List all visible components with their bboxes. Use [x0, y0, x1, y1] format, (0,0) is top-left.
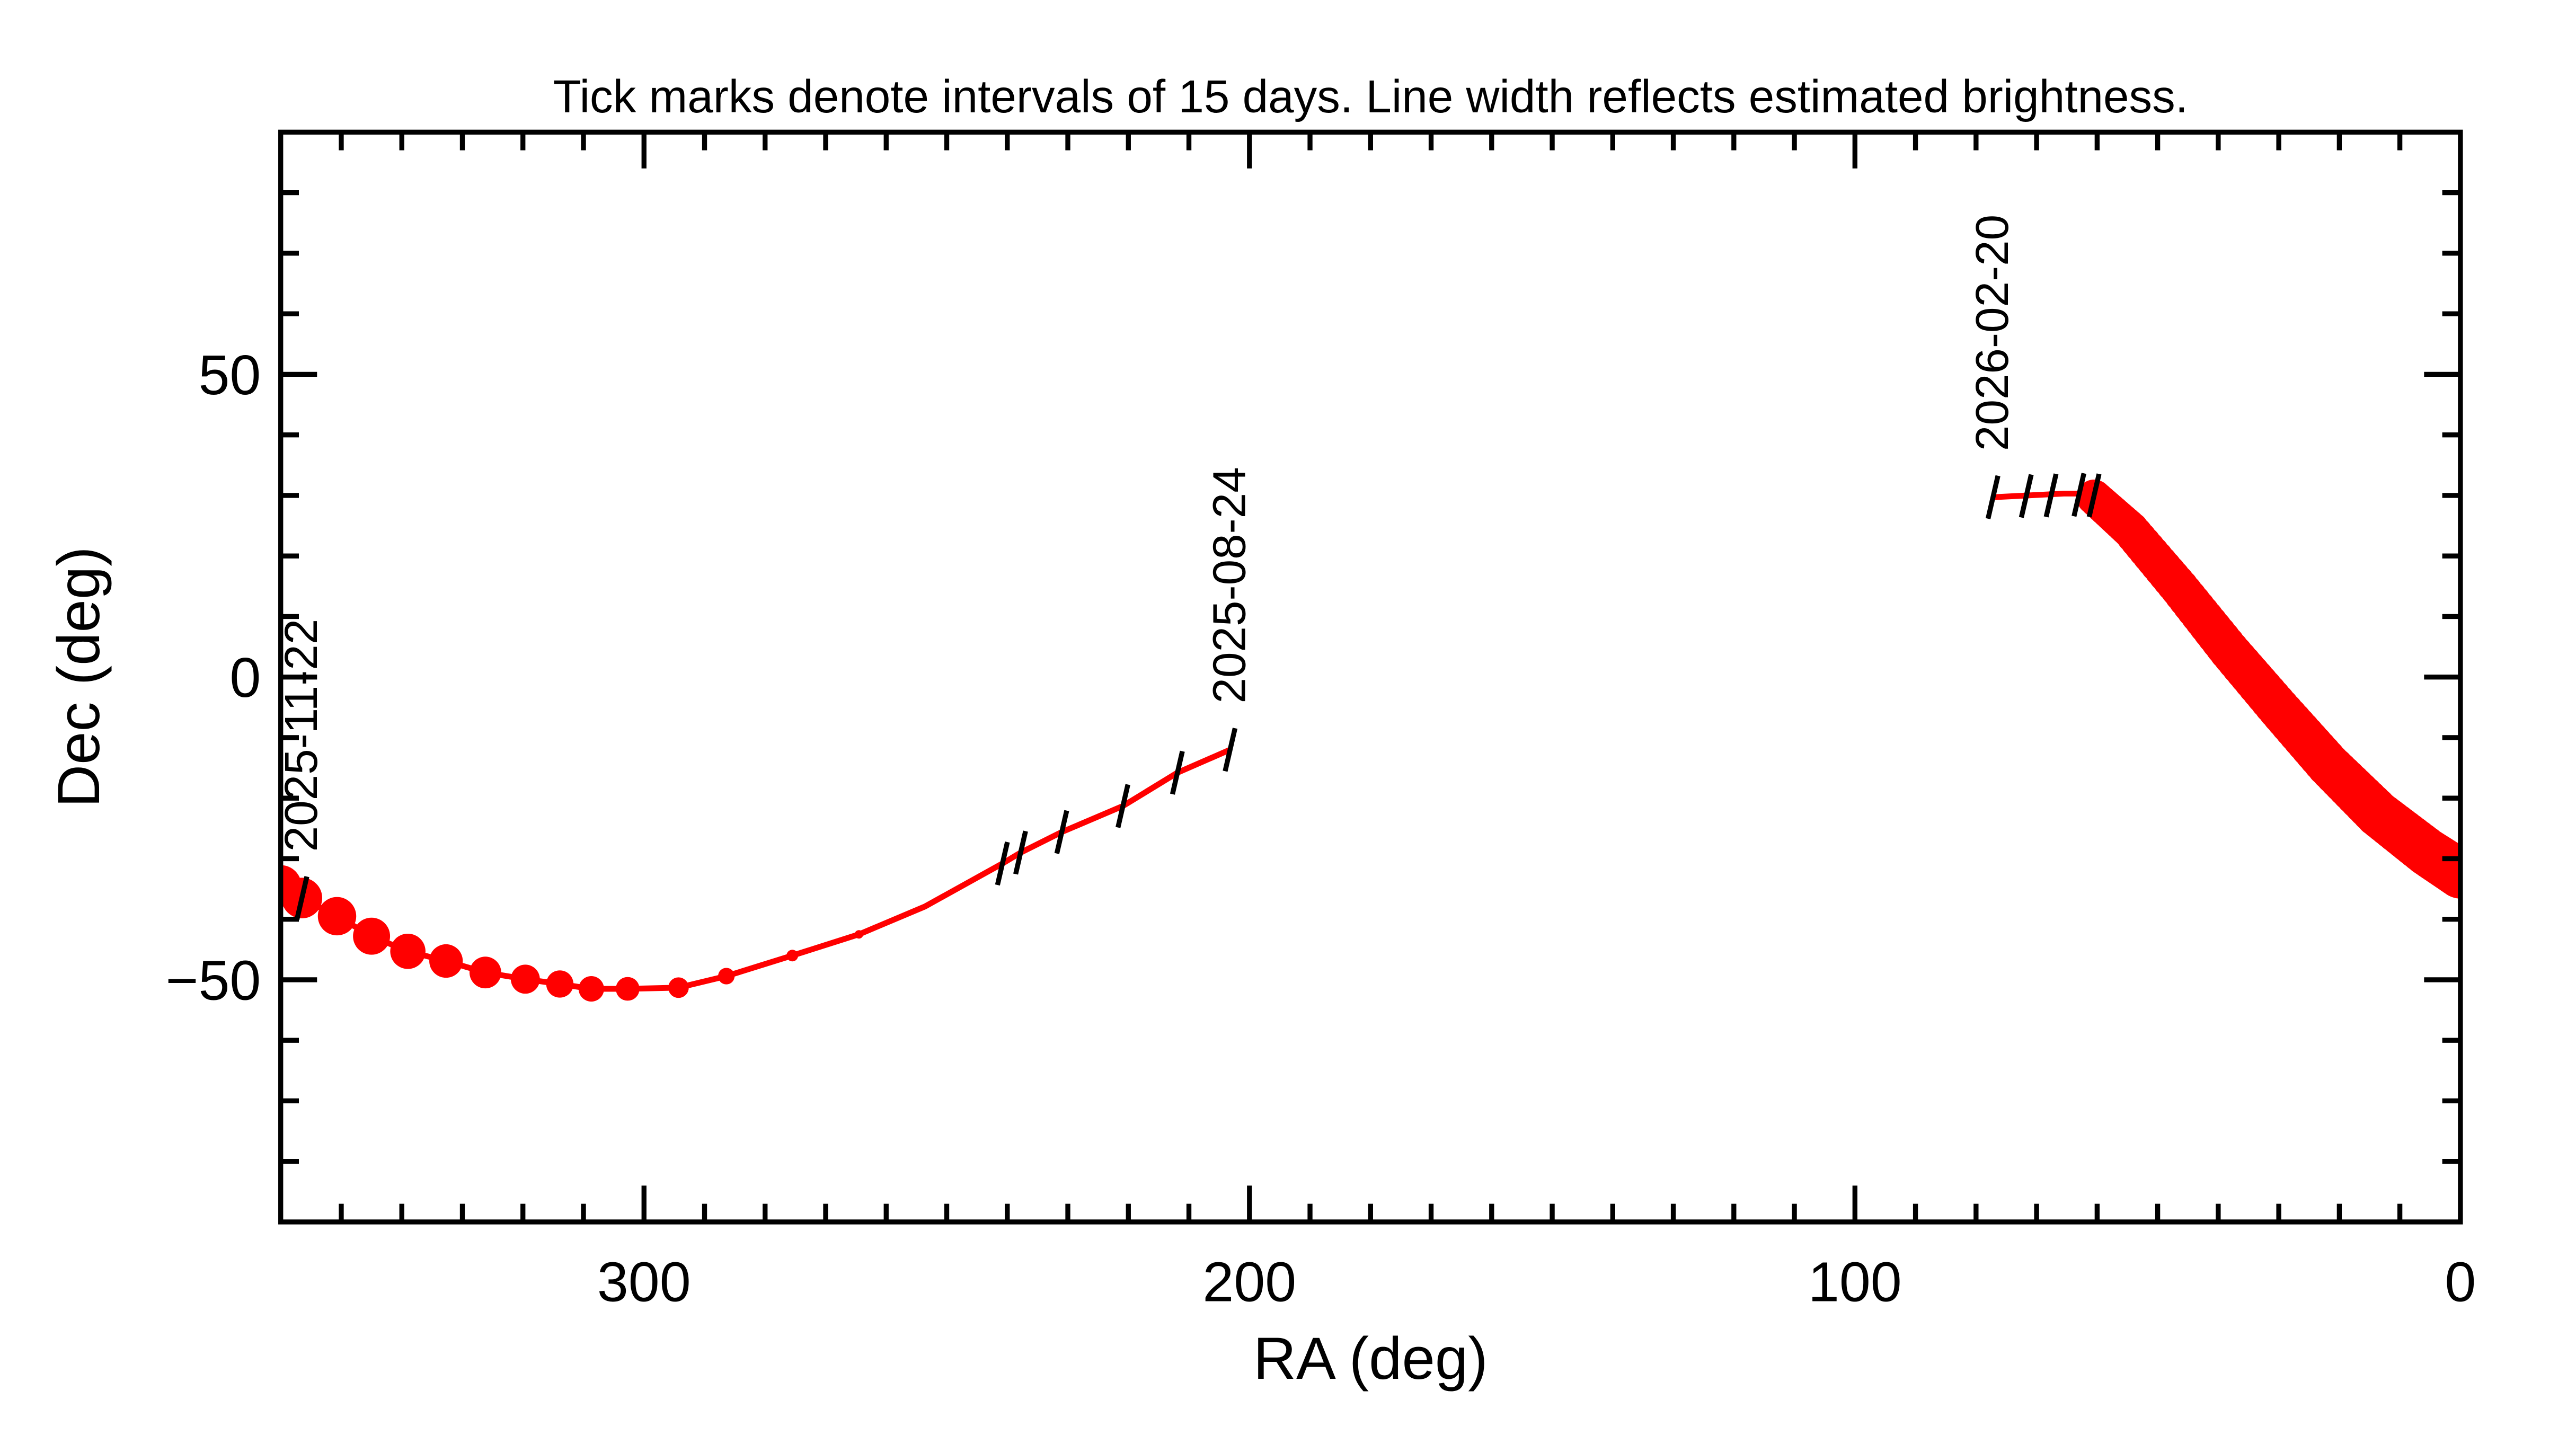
y-tick-label: 50: [198, 344, 261, 406]
x-tick-label: 300: [597, 1251, 691, 1314]
brightness-marker: [317, 897, 357, 936]
date-tick: [1013, 830, 1028, 875]
track-line: [280, 747, 1232, 992]
date-tick: [2043, 473, 2059, 518]
brightness-marker: [668, 977, 689, 998]
x-tick-label: 0: [2445, 1251, 2476, 1314]
date-tick: [1223, 728, 1238, 772]
brightness-marker: [280, 865, 302, 907]
date-tick: [2072, 473, 2086, 517]
date-tick: [1985, 475, 2000, 519]
date-tick: [1170, 750, 1185, 795]
brightness-marker: [429, 944, 463, 978]
date-tick: [2019, 474, 2034, 518]
brightness-marker: [786, 950, 799, 962]
y-tick-label: −50: [166, 949, 261, 1012]
track-layer: [280, 480, 2460, 1002]
date-tick-layer: [294, 473, 2102, 920]
date-label: 2025-08-24: [1203, 467, 1255, 703]
x-tick-label: 100: [1808, 1251, 1902, 1314]
y-tick-label: 0: [229, 646, 261, 709]
brightness-marker: [2081, 489, 2091, 499]
x-tick-label: 200: [1202, 1251, 1296, 1314]
brightness-marker: [469, 956, 501, 989]
y-axis-label: Dec (deg): [45, 546, 112, 807]
axes-layer: 300 200 100 0 −50 0 50: [166, 132, 2476, 1314]
chart-title: Tick marks denote intervals of 15 days. …: [553, 71, 2188, 122]
brightness-marker: [353, 917, 391, 955]
brightness-marker: [616, 977, 640, 1001]
date-tick: [995, 841, 1010, 886]
brightness-marker: [510, 964, 540, 994]
plot-frame: [278, 129, 2463, 1225]
date-tick: [1116, 784, 1130, 828]
brightness-marker: [854, 930, 863, 939]
brightness-marker: [546, 970, 574, 998]
x-axis-label: RA (deg): [1253, 1325, 1488, 1392]
date-tick: [1054, 810, 1069, 854]
brightness-marker: [578, 976, 604, 1002]
date-tick: [2086, 473, 2102, 518]
brightness-marker: [718, 968, 735, 985]
date-label: 2026-02-20: [1967, 215, 2018, 451]
brightness-marker: [390, 933, 426, 969]
date-tick: [294, 876, 309, 920]
